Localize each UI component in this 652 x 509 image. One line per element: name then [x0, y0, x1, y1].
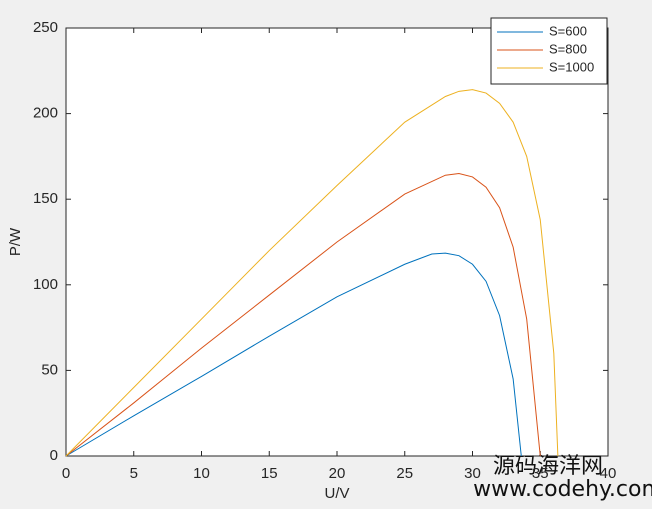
legend-label: S=800: [549, 41, 587, 56]
y-axis-label: P/W: [7, 227, 24, 256]
series-line: [65, 252, 522, 457]
x-tick-label: 35: [532, 465, 549, 482]
legend-label: S=1000: [549, 59, 594, 74]
y-tick-label: 50: [41, 361, 58, 378]
x-tick-label: 25: [396, 465, 413, 482]
x-axis-label: U/V: [324, 485, 349, 502]
y-tick-label: 100: [33, 276, 58, 293]
y-tick-label: 250: [33, 19, 58, 36]
x-tick-label: 0: [62, 465, 70, 482]
x-tick-label: 5: [130, 465, 138, 482]
series-line: [65, 89, 559, 457]
legend-box: [490, 17, 608, 85]
y-tick-label: 200: [33, 105, 58, 122]
y-tick-label: 150: [33, 190, 58, 207]
legend-label: S=600: [549, 23, 587, 38]
watermark: 源码海洋网: [493, 454, 603, 479]
series-line: [65, 173, 541, 457]
x-tick-label: 10: [193, 465, 210, 482]
x-tick-label: 20: [329, 465, 346, 482]
x-tick-label: 15: [261, 465, 278, 482]
x-tick-label: 30: [464, 465, 481, 482]
x-tick-label: 40: [600, 465, 617, 482]
y-tick-label: 0: [50, 447, 58, 464]
watermark: www.codehy.com: [473, 477, 652, 502]
